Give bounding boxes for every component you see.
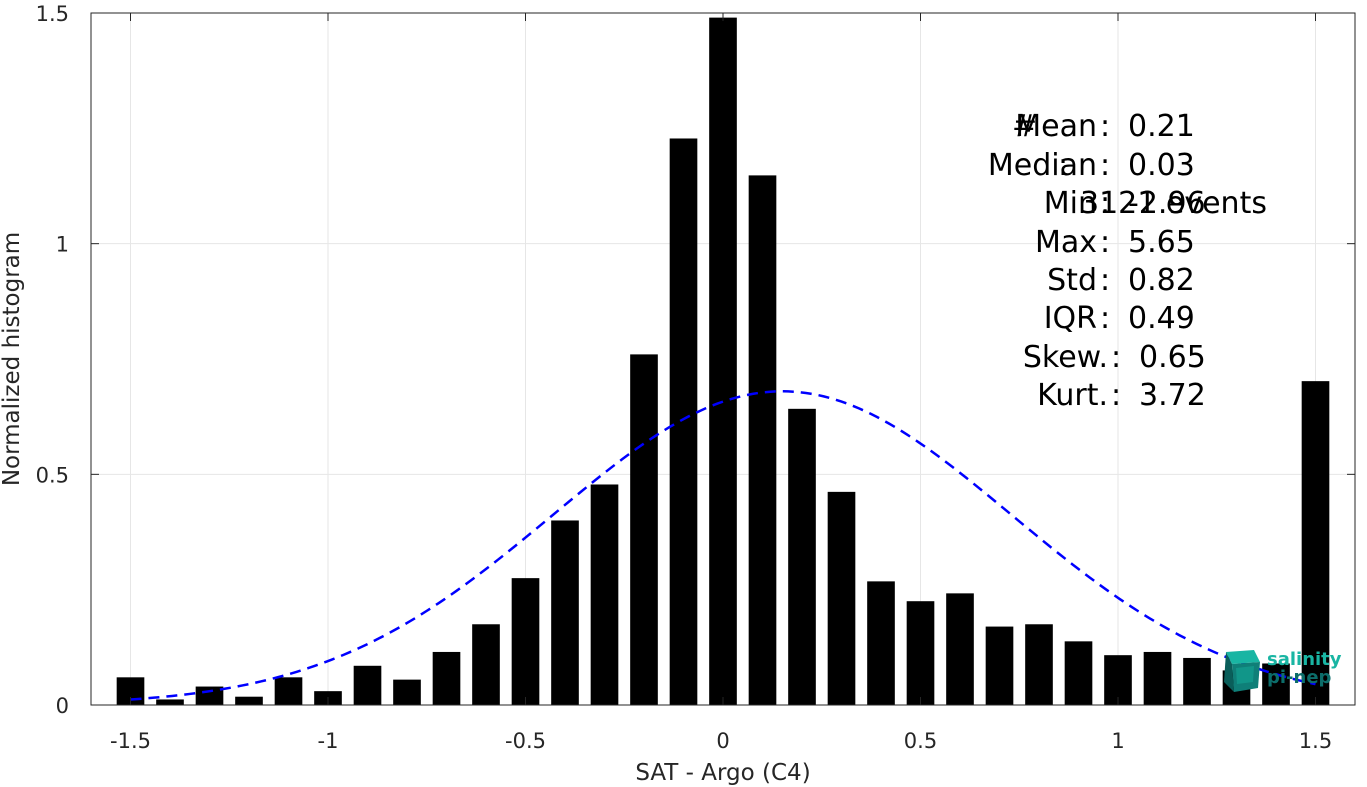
stat-sep: : [1100, 186, 1111, 222]
histogram-bar [590, 484, 619, 705]
histogram-bar [1301, 381, 1330, 705]
stat-value: 0.82 [1128, 262, 1195, 298]
stat-name: Mean [1015, 109, 1097, 145]
y-tick-label: 1 [56, 233, 69, 257]
stat-row: Kurt.:3.72 [930, 377, 1290, 415]
stat-row: Median:0.03 [930, 147, 1290, 185]
stat-sep: : [1111, 378, 1122, 414]
stat-value: 0.49 [1128, 301, 1195, 337]
x-axis-title: SAT - Argo (C4) [635, 760, 810, 786]
y-tick-label: 1.5 [36, 2, 69, 26]
histogram-bar [1064, 641, 1093, 705]
stat-row: Std:0.82 [930, 262, 1290, 300]
y-tick-label: 0 [56, 694, 69, 718]
stat-sep: : [1100, 147, 1111, 183]
histogram-bars [116, 17, 1330, 705]
histogram-bar [709, 17, 737, 705]
logo-text-line1: salinity [1267, 649, 1342, 670]
stat-row: Max:5.65 [930, 224, 1290, 262]
x-tick-label: -1 [318, 729, 339, 753]
stat-name: Median [987, 147, 1097, 183]
stat-name: Std [1047, 262, 1097, 298]
histogram-bar [393, 679, 421, 705]
stat-sep: : [1100, 301, 1111, 337]
stat-count-value: 3121 events [1080, 186, 1267, 222]
stat-row: Min: -2.96 [930, 185, 1290, 223]
stat-name: IQR [1043, 301, 1097, 337]
logo-text-line2: pi-nep [1267, 667, 1332, 688]
histogram-bar [353, 665, 382, 705]
histogram-bar [432, 651, 461, 705]
histogram-bar [906, 601, 935, 705]
axis-ticks [91, 12, 1355, 706]
histogram-bar [511, 578, 540, 705]
stat-value: 0.03 [1128, 147, 1195, 183]
stat-value: 5.65 [1128, 224, 1195, 260]
histogram-bar [788, 408, 816, 705]
stat-sep: : [1100, 262, 1111, 298]
stat-name: Min [1043, 186, 1097, 222]
stat-sep: : [1111, 339, 1122, 375]
histogram-bar [274, 677, 303, 705]
x-tick-label: 0 [716, 729, 729, 753]
histogram-bar [1143, 651, 1172, 705]
histogram-bar [985, 626, 1014, 705]
normal-fit-curve [130, 390, 1316, 701]
histogram-bar [1104, 655, 1132, 705]
histogram-bar [630, 354, 658, 705]
histogram-bar [827, 491, 856, 705]
x-tick-label: -1.5 [110, 729, 151, 753]
stat-count-label: # [1012, 109, 1038, 145]
histogram-bar [472, 624, 500, 705]
statistics-annotation: # : 3121 events Mean:0.21 Median:0.03 Min:… [930, 70, 1290, 416]
stat-name: Kurt. [1037, 378, 1108, 414]
stat-count: # : 3121 events [930, 70, 1290, 221]
stat-name: Skew. [1022, 339, 1108, 375]
x-tick-label: 1.5 [1299, 729, 1332, 753]
y-axis-title: Normalized histogram [0, 232, 25, 486]
stat-row: IQR:0.49 [930, 300, 1290, 338]
x-tick-label: -0.5 [505, 729, 546, 753]
stat-value: 0.21 [1128, 109, 1195, 145]
stat-row: Mean:0.21 [930, 108, 1290, 146]
stat-count-sep: : [1058, 147, 1069, 183]
stat-value: 3.72 [1139, 378, 1206, 414]
x-tick-label: 1 [1111, 729, 1124, 753]
stat-value: 0.65 [1139, 339, 1206, 375]
logo-cube-icon [1224, 650, 1260, 692]
stat-sep: : [1100, 224, 1111, 260]
stat-value: -2.96 [1128, 186, 1206, 222]
x-tick-label: 0.5 [904, 729, 937, 753]
tick-labels: -1.5 -1 -0.5 0 0.5 1 1.5 0 0.5 1 1.5 [36, 2, 1333, 753]
histogram-bar [946, 593, 974, 705]
stat-row: Skew.:0.65 [930, 339, 1290, 377]
stat-sep: : [1100, 109, 1111, 145]
histogram-bar [867, 581, 895, 705]
histogram-bar [551, 520, 579, 705]
histogram-bar [1183, 657, 1211, 705]
salinity-pi-mep-logo: salinity pi-nep [1220, 648, 1350, 694]
stat-name: Max [1034, 224, 1097, 260]
histogram-bar [235, 696, 263, 705]
histogram-bar [195, 686, 224, 705]
histogram-bar [156, 699, 184, 705]
y-tick-label: 0.5 [36, 463, 69, 487]
histogram-bar [669, 138, 698, 705]
histogram-bar [1025, 624, 1053, 705]
histogram-bar [748, 175, 777, 705]
